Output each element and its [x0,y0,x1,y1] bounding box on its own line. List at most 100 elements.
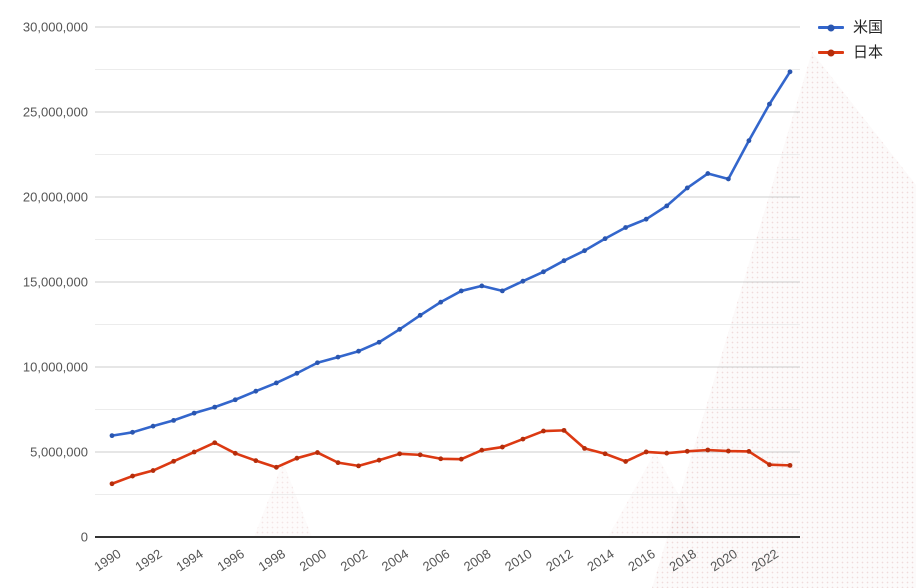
series-line-us[interactable] [110,70,792,437]
data-point-us[interactable] [232,397,238,403]
data-point-us[interactable] [767,101,772,107]
x-axis-label: 2012 [543,546,575,574]
data-point-japan[interactable] [273,464,279,470]
data-point-japan[interactable] [520,436,526,442]
data-point-us[interactable] [705,171,711,176]
data-point-us[interactable] [376,339,382,345]
series-line-japan[interactable] [110,429,792,486]
legend-item-us[interactable]: 米国 [818,20,883,35]
y-axis-label: 25,000,000 [23,105,88,120]
data-point-japan[interactable] [623,459,629,464]
data-point-us[interactable] [725,176,731,182]
y-axis-label: 30,000,000 [23,20,88,35]
data-point-japan[interactable] [438,456,444,462]
data-point-japan[interactable] [253,458,259,464]
y-axis-label: 10,000,000 [23,360,88,375]
data-point-japan[interactable] [335,460,341,466]
data-point-japan[interactable] [705,447,711,453]
data-point-us[interactable] [356,348,361,354]
data-point-us[interactable] [438,299,444,305]
legend-label-japan: 日本 [853,44,884,61]
data-point-japan[interactable] [397,451,403,457]
x-axis-label: 2014 [584,546,616,574]
data-point-us[interactable] [191,410,197,416]
legend-point-japan [827,49,835,56]
x-axis-label: 1992 [132,546,164,574]
data-point-us[interactable] [520,278,526,284]
data-point-us[interactable] [458,288,464,294]
data-point-japan[interactable] [499,444,505,450]
data-point-japan[interactable] [356,463,361,469]
data-point-us[interactable] [787,69,793,75]
data-point-us[interactable] [212,404,218,410]
data-point-japan[interactable] [602,451,608,457]
data-point-us[interactable] [253,388,259,394]
data-point-japan[interactable] [417,452,423,458]
data-point-us[interactable] [623,225,629,230]
data-point-us[interactable] [294,370,300,376]
x-axis-label: 2020 [708,546,740,574]
x-axis-label: 2016 [625,546,657,574]
legend: 米国 日本 [818,20,883,60]
data-point-japan[interactable] [376,457,382,463]
data-point-us[interactable] [479,283,485,289]
data-point-japan[interactable] [191,449,197,455]
data-point-japan[interactable] [109,481,115,487]
data-point-japan[interactable] [561,427,567,433]
data-point-us[interactable] [602,236,608,242]
data-point-us[interactable] [150,423,156,429]
x-axis-label: 2002 [338,546,370,574]
data-point-japan[interactable] [787,462,793,468]
x-axis-label: 1990 [91,546,123,574]
x-axis-label: 2010 [502,546,534,574]
data-point-japan[interactable] [458,456,464,462]
x-axis-label: 2022 [749,546,781,574]
data-point-japan[interactable] [725,448,731,454]
data-point-japan[interactable] [767,462,772,468]
data-point-us[interactable] [397,326,403,332]
data-point-us[interactable] [335,354,341,360]
data-point-us[interactable] [684,185,690,191]
data-point-us[interactable] [109,433,115,439]
y-axis-label: 15,000,000 [23,275,88,290]
data-point-japan[interactable] [746,449,752,454]
data-point-japan[interactable] [643,449,649,455]
data-point-us[interactable] [315,360,320,366]
data-point-us[interactable] [171,418,177,423]
data-point-us[interactable] [664,203,670,209]
data-point-japan[interactable] [664,450,670,456]
data-point-us[interactable] [582,248,587,254]
x-axis-label: 2018 [666,546,698,574]
data-point-us[interactable] [130,429,135,435]
y-axis-label: 5,000,000 [30,445,88,460]
y-axis-label: 0 [81,530,88,545]
data-point-us[interactable] [541,269,546,275]
data-point-us[interactable] [417,312,423,318]
data-point-us[interactable] [643,216,649,222]
data-point-us[interactable] [499,288,505,294]
data-point-japan[interactable] [315,450,320,455]
legend-item-japan[interactable]: 日本 [818,45,883,60]
data-point-japan[interactable] [684,448,690,454]
legend-point-us [827,24,835,31]
x-axis-label: 2004 [379,546,411,574]
data-point-japan[interactable] [582,445,587,451]
data-point-japan[interactable] [232,450,238,456]
legend-label-us: 米国 [853,19,884,36]
data-point-us[interactable] [746,138,752,144]
data-point-japan[interactable] [130,473,135,479]
x-axis-label: 2000 [297,546,329,574]
data-point-japan[interactable] [541,428,546,434]
data-point-us[interactable] [273,380,279,386]
x-axis-label: 1994 [173,546,205,574]
data-point-us[interactable] [561,258,567,264]
data-point-japan[interactable] [479,447,485,453]
data-point-japan[interactable] [294,455,300,461]
x-axis-label: 2006 [420,546,452,574]
data-point-japan[interactable] [171,458,177,464]
y-axis-label: 20,000,000 [23,190,88,205]
data-point-japan[interactable] [150,468,156,473]
data-point-japan[interactable] [212,440,218,446]
